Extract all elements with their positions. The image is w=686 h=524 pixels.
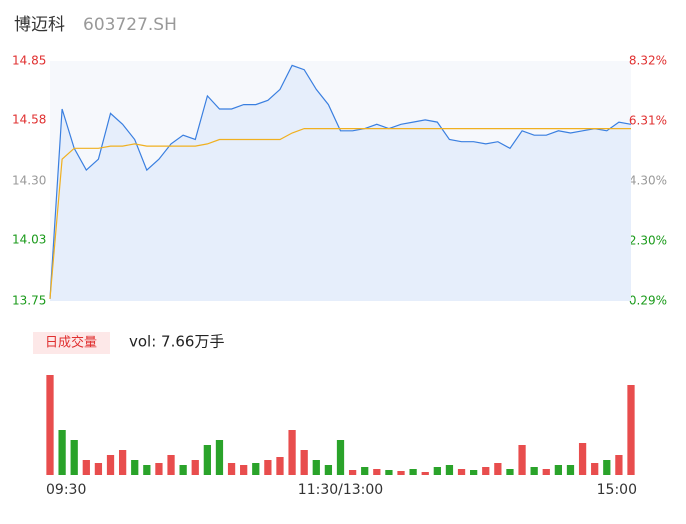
volume-bar [106, 455, 115, 475]
volume-bar [518, 445, 526, 475]
price-area [50, 65, 631, 302]
volume-bar [433, 467, 441, 475]
volume-bar [373, 469, 381, 475]
volume-bar [421, 472, 429, 475]
volume-bar [542, 469, 550, 475]
volume-bar [94, 463, 103, 475]
y-tick-label: 14.58 [12, 112, 46, 126]
volume-bar [143, 465, 151, 475]
volume-bar [215, 440, 224, 475]
volume-bar [288, 430, 296, 475]
volume-bar [615, 455, 623, 475]
y-tick-label: 14.03 [12, 232, 46, 246]
volume-bar [591, 463, 599, 475]
x-tick-label: 15:00 [597, 482, 637, 498]
volume-bar [58, 430, 66, 475]
volume-bar [131, 460, 139, 475]
volume-bar [554, 465, 563, 475]
volume-bar [494, 463, 502, 475]
y2-tick-label: 6.31% [629, 114, 667, 128]
y-tick-label: 13.75 [12, 294, 46, 308]
y-tick-label: 14.30 [12, 174, 46, 188]
average-line [49, 128, 631, 299]
volume-bar [348, 470, 357, 475]
volume-bar [203, 445, 211, 475]
volume-bar [361, 467, 369, 475]
volume-bar [82, 460, 90, 475]
volume-bar [252, 463, 260, 475]
volume-bar [482, 467, 490, 475]
volume-bar [167, 455, 175, 475]
volume-bar [566, 465, 575, 475]
volume-bar [300, 450, 308, 475]
y2-tick-label: 4.30% [629, 174, 667, 188]
volume-bar [397, 471, 405, 475]
volume-bar [530, 467, 538, 475]
volume-bar [70, 440, 78, 475]
volume-bar [179, 465, 187, 475]
volume-bar [118, 450, 127, 475]
volume-bar [506, 469, 514, 475]
volume-bar [385, 470, 393, 475]
volume-bar [191, 460, 199, 475]
stock-name: 博迈科 [14, 15, 65, 35]
volume-bar [227, 463, 236, 475]
volume-bar [445, 465, 454, 475]
volume-bar [264, 460, 272, 475]
x-tick-label: 11:30/13:00 [298, 482, 383, 498]
volume-bar [603, 460, 611, 475]
volume-bar [627, 385, 635, 475]
volume-bar [409, 469, 417, 475]
volume-bar [336, 440, 345, 475]
stock-code: 603727.SH [83, 15, 177, 35]
volume-bar [155, 463, 163, 475]
volume-bar [276, 457, 284, 475]
volume-label: 日成交量 [45, 335, 97, 351]
volume-bar [578, 443, 587, 475]
volume-bar [324, 465, 333, 475]
price-line [49, 64, 632, 299]
volume-bar [240, 465, 248, 475]
volume-bar [470, 470, 478, 475]
volume-bar [312, 460, 320, 475]
volume-bar [46, 375, 54, 475]
volume-summary: vol: 7.66万手 [129, 333, 224, 351]
y2-tick-label: 2.30% [629, 233, 667, 247]
y2-tick-label: 0.29% [629, 294, 667, 308]
y-tick-label: 14.85 [12, 54, 46, 68]
volume-bar [457, 469, 466, 475]
volume-tag [33, 332, 110, 354]
x-tick-label: 09:30 [46, 482, 86, 498]
y2-tick-label: 8.32% [629, 54, 667, 68]
